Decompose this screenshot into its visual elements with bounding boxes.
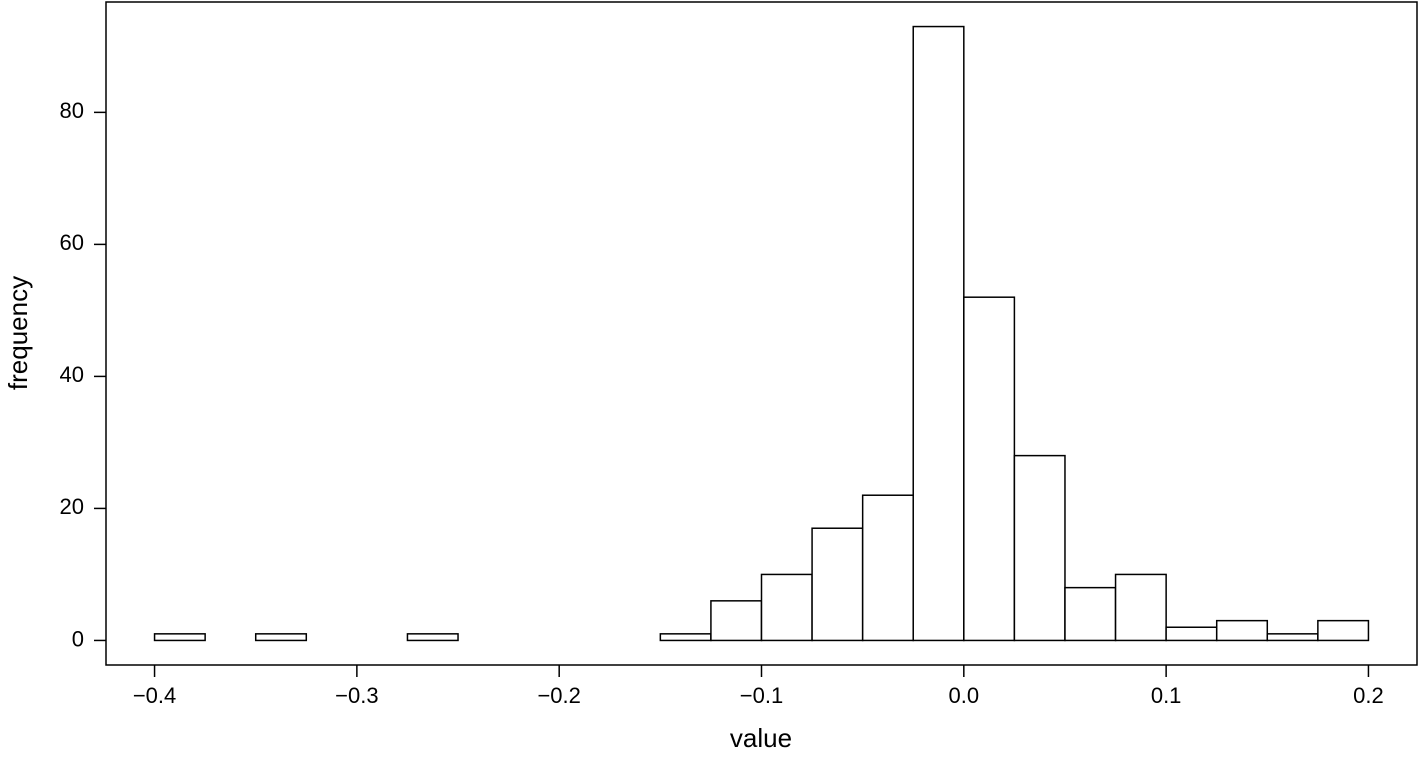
y-axis-label: frequency: [3, 276, 33, 390]
bar: [1317, 619, 1370, 642]
y-tick-label: 20: [60, 494, 84, 519]
bar: [912, 25, 965, 642]
x-tick-label: −0.4: [133, 683, 176, 708]
y-tick-label: 80: [60, 98, 84, 123]
y-tick-label: 40: [60, 362, 84, 387]
bar: [1266, 633, 1319, 642]
x-tick-label: 0.2: [1353, 683, 1384, 708]
bar: [760, 573, 813, 642]
bar: [1165, 626, 1218, 642]
x-tick-label: −0.2: [537, 683, 580, 708]
plot-box: [105, 1, 1418, 666]
y-tick-label: 0: [72, 626, 84, 651]
bar: [153, 633, 206, 642]
y-tick-label: 60: [60, 230, 84, 255]
bar: [254, 633, 308, 642]
x-tick-label: −0.3: [335, 683, 378, 708]
bar: [963, 296, 1016, 642]
x-axis-label: value: [730, 723, 792, 753]
bar: [1215, 619, 1269, 642]
x-tick-label: −0.1: [740, 683, 783, 708]
x-tick-label: 0.1: [1151, 683, 1182, 708]
x-tick-label: 0.0: [949, 683, 980, 708]
bar: [1114, 573, 1167, 642]
bar: [710, 600, 763, 642]
bar: [659, 633, 712, 642]
bar: [406, 633, 459, 642]
bar: [811, 527, 864, 642]
bar: [1064, 586, 1117, 642]
bar: [861, 494, 914, 642]
bar: [1013, 454, 1066, 642]
